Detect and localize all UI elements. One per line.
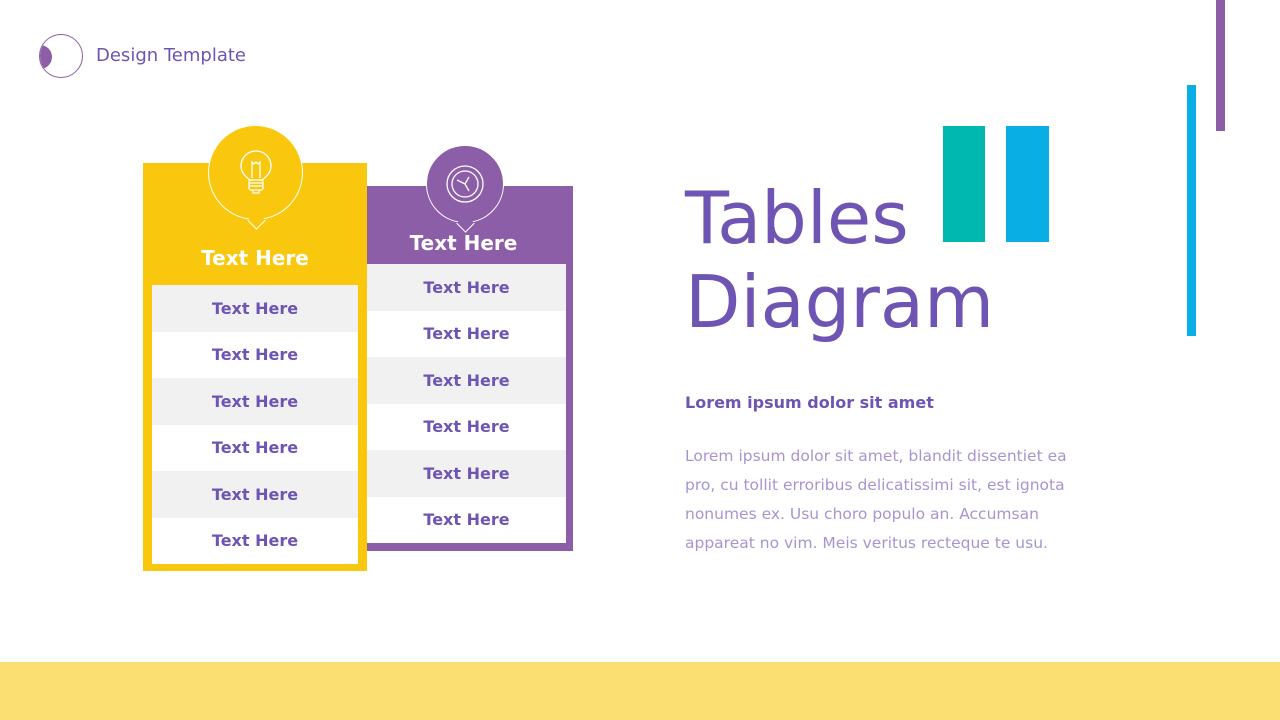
table-row: Text Here [367, 403, 566, 450]
title-line-2: Diagram [685, 260, 995, 344]
lightbulb-icon [239, 149, 272, 194]
table-row: Text Here [152, 285, 358, 332]
blue-bar [1006, 126, 1049, 242]
yellow-pin [208, 125, 303, 220]
table-row: Text Here [367, 496, 566, 543]
table-row: Text Here [152, 471, 358, 518]
purple-table: Text Here Text Here Text Here Text Here … [367, 264, 566, 543]
table-row: Text Here [152, 378, 358, 425]
clock-icon [446, 165, 484, 203]
table-row: Text Here [367, 450, 566, 497]
table-row: Text Here [367, 264, 566, 311]
logo-icon [39, 34, 83, 78]
body-text: Lorem ipsum dolor sit amet, blandit diss… [685, 447, 1067, 552]
title-line-1: Tables [685, 176, 909, 260]
table-row: Text Here [367, 357, 566, 404]
brand-name: Design Template [96, 45, 247, 66]
subtitle: Lorem ipsum dolor sit amet [685, 393, 934, 412]
yellow-table: Text Here Text Here Text Here Text Here … [152, 285, 358, 564]
teal-bar [943, 126, 985, 242]
purple-table-title: Text Here [409, 231, 518, 255]
blue-accent-line [1187, 85, 1196, 336]
table-row: Text Here [367, 310, 566, 357]
footer-bar [0, 662, 1280, 720]
table-row: Text Here [152, 517, 358, 564]
table-row: Text Here [152, 331, 358, 378]
table-row: Text Here [152, 424, 358, 471]
yellow-table-title: Text Here [201, 246, 309, 270]
purple-pin [426, 145, 504, 223]
purple-accent-line [1216, 0, 1225, 131]
